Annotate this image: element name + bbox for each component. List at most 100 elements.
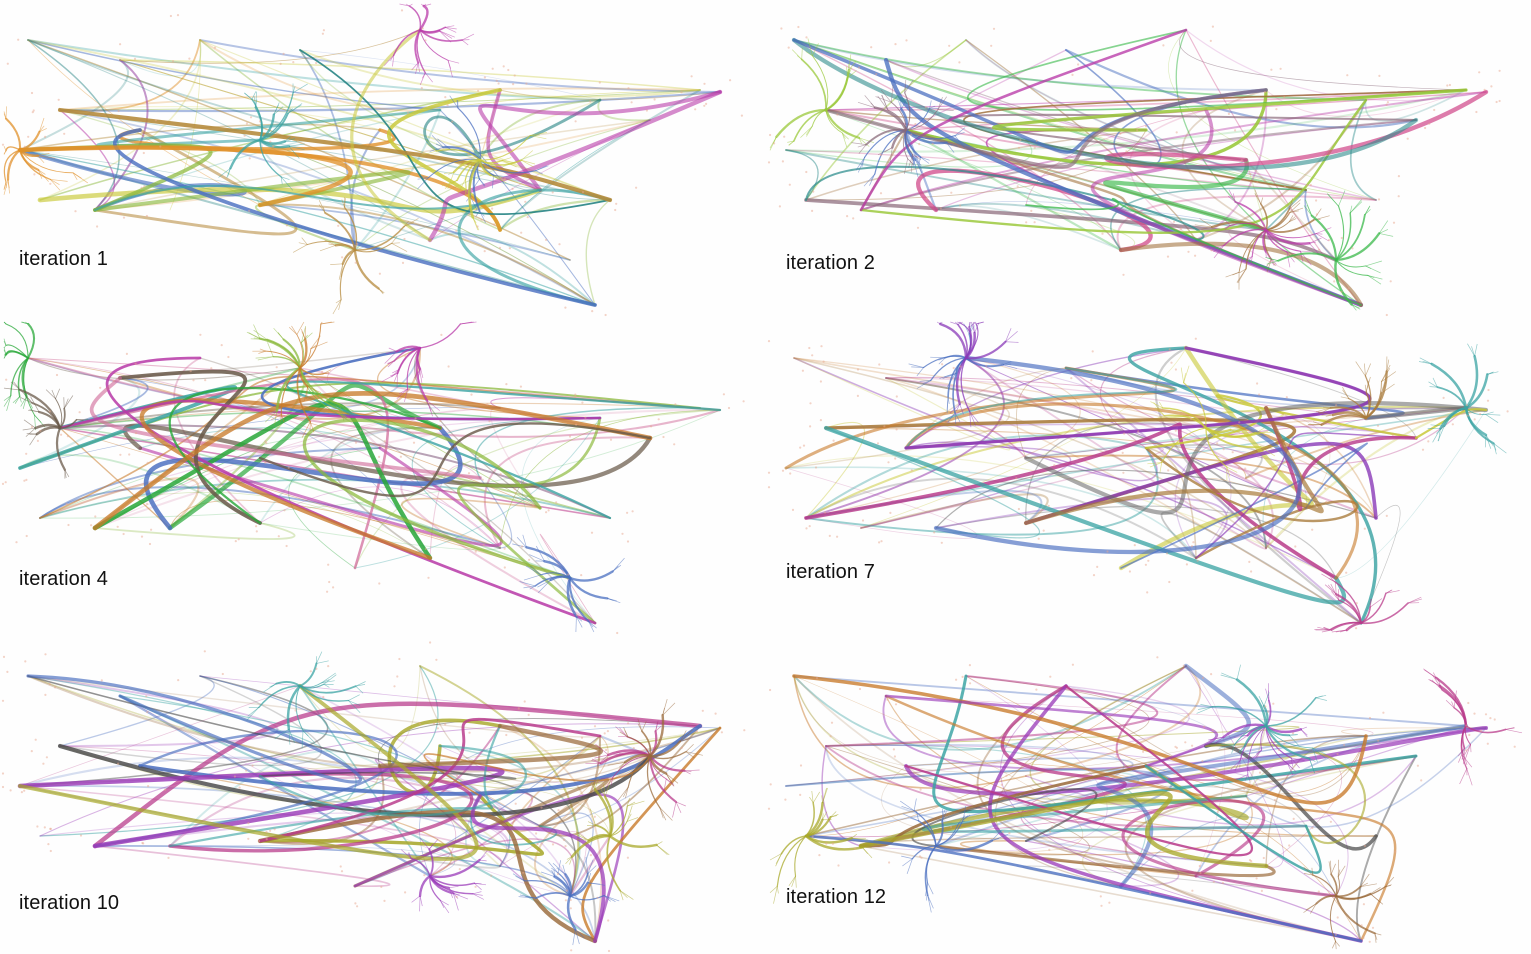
cluster-twig <box>38 170 48 182</box>
node-dot <box>143 152 145 154</box>
node-dot <box>1351 247 1353 249</box>
node-dot <box>875 73 877 75</box>
node-dot <box>1474 418 1476 420</box>
node-dot <box>1362 937 1364 939</box>
node-dot <box>1002 831 1004 833</box>
cluster-twig <box>268 342 274 356</box>
cluster-branch <box>420 30 448 60</box>
node-dot <box>591 532 593 534</box>
node-dot <box>1238 467 1240 469</box>
node-dot <box>172 60 174 62</box>
cluster-twig <box>449 886 459 888</box>
node-dot <box>743 729 745 731</box>
cluster-branch <box>409 6 420 30</box>
node-dot <box>941 542 943 544</box>
node-dot <box>515 492 517 494</box>
node-dot <box>1250 784 1252 786</box>
node-dot <box>530 806 532 808</box>
node-dot <box>1489 717 1491 719</box>
node-dot <box>117 526 119 528</box>
node-dot <box>1248 561 1250 563</box>
node-dot <box>783 136 785 138</box>
node-dot <box>149 543 151 545</box>
node-dot <box>894 755 896 757</box>
cluster-branch <box>536 893 570 898</box>
cluster-twig <box>1446 700 1454 708</box>
node-dot <box>680 91 682 93</box>
bundled-edge <box>906 50 1066 130</box>
node-dot <box>880 540 882 542</box>
cluster-twig <box>50 179 60 190</box>
node-dot <box>1038 538 1040 540</box>
cluster-twig <box>1467 344 1474 357</box>
node-dot <box>1306 184 1308 186</box>
node-dot <box>6 671 8 673</box>
node-dot <box>953 367 955 369</box>
cluster-twig <box>316 652 321 664</box>
node-dot <box>177 679 179 681</box>
cluster-twig <box>462 40 468 45</box>
cluster-twig <box>607 598 616 600</box>
node-dot <box>1283 743 1285 745</box>
node-dot <box>274 828 276 830</box>
node-dot <box>959 204 961 206</box>
node-dot <box>654 98 656 100</box>
node-dot <box>789 472 791 474</box>
node-dot <box>1191 745 1193 747</box>
node-dot <box>896 395 898 397</box>
panel-iteration-7: iteration 7 <box>766 318 1531 636</box>
node-dot <box>627 722 629 724</box>
node-dot <box>1318 834 1320 836</box>
node-dot <box>1077 63 1079 65</box>
node-dot <box>1129 570 1131 572</box>
node-dot <box>1122 472 1124 474</box>
panel-label: iteration 12 <box>786 886 886 909</box>
node-dot <box>31 426 33 428</box>
node-dot <box>696 731 698 733</box>
node-dot <box>1249 173 1251 175</box>
node-dot <box>520 232 522 234</box>
node-dot <box>1195 338 1197 340</box>
cluster-twig <box>656 845 669 855</box>
node-dot <box>1372 927 1374 929</box>
node-dot <box>799 447 801 449</box>
panel-label: iteration 1 <box>19 248 108 271</box>
node-dot <box>673 443 675 445</box>
node-dot <box>440 334 442 336</box>
node-dot <box>470 145 472 147</box>
node-dot <box>723 393 725 395</box>
node-dot <box>484 250 486 252</box>
node-dot <box>857 368 859 370</box>
node-dot <box>1449 84 1451 86</box>
node-dot <box>383 900 385 902</box>
node-dot <box>632 510 634 512</box>
node-dot <box>887 461 889 463</box>
node-dot <box>1499 100 1501 102</box>
node-dot <box>1176 131 1178 133</box>
node-dot <box>803 445 805 447</box>
node-dot <box>941 363 943 365</box>
node-dot <box>58 99 60 101</box>
cluster-branch <box>1336 260 1368 275</box>
node-dot <box>327 564 329 566</box>
node-dot <box>770 783 772 785</box>
node-dot <box>584 417 586 419</box>
cluster-twig <box>412 896 420 903</box>
node-dot <box>504 566 506 568</box>
node-dot <box>199 334 201 336</box>
cluster-branch <box>794 110 826 141</box>
cluster-twig <box>1221 675 1237 680</box>
node-dot <box>509 247 511 249</box>
node-dot <box>1178 97 1180 99</box>
bundled-edge-map <box>766 318 1531 636</box>
node-dot <box>962 676 964 678</box>
node-dot <box>1212 729 1214 731</box>
node-dot <box>894 43 896 45</box>
node-dot <box>809 402 811 404</box>
node-dot <box>1392 434 1394 436</box>
node-dot <box>894 149 896 151</box>
bundled-edge-map <box>0 318 766 636</box>
node-dot <box>615 203 617 205</box>
node-dot <box>265 831 267 833</box>
cluster-twig <box>23 397 26 409</box>
